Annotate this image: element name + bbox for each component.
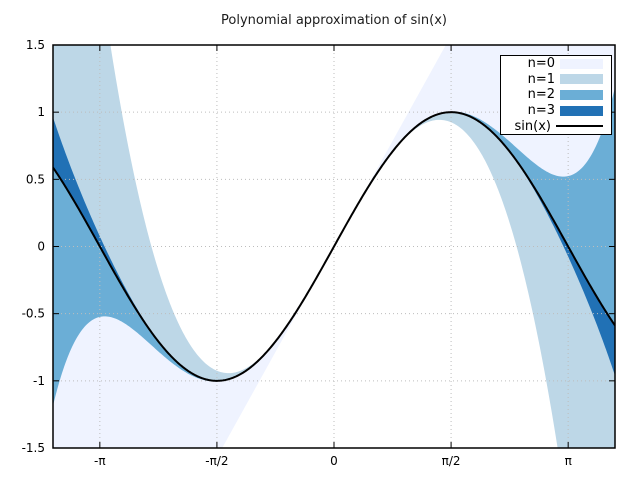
legend-label: n=3: [527, 103, 555, 119]
x-tick-label: -π/2: [205, 454, 228, 468]
legend-entry-n-0: n=0: [501, 56, 603, 72]
legend-swatch: [560, 89, 603, 100]
sin-curve: [53, 111, 615, 382]
legend-entry-n-1: n=1: [501, 72, 603, 88]
axis-ticks: [53, 44, 615, 449]
fill-region-n-1: [53, 45, 615, 448]
x-tick-label: π: [565, 454, 572, 468]
legend-label: sin(x): [514, 118, 551, 134]
chart-title: Polynomial approximation of sin(x): [221, 13, 447, 28]
legend-label: n=2: [527, 87, 555, 103]
legend-entry-n-3: n=3: [501, 103, 603, 119]
legend-entry-sin-x-: sin(x): [501, 118, 603, 134]
y-tick-label: 0.5: [26, 172, 45, 186]
x-tick-label: 0: [330, 454, 338, 468]
legend-swatch: [560, 105, 603, 116]
legend-swatch: [560, 74, 603, 85]
y-tick-label: -1: [33, 374, 45, 388]
y-tick-label: -1.5: [22, 441, 45, 455]
legend-line-sample: [556, 125, 603, 128]
y-tick-label: -0.5: [22, 307, 45, 321]
legend-label: n=1: [527, 71, 555, 87]
y-tick-label: 0: [37, 240, 45, 254]
y-tick-label: 1.5: [26, 38, 45, 52]
legend-entry-n-2: n=2: [501, 87, 603, 103]
legend: n=0 n=1 n=2 n=3 sin(x): [500, 55, 612, 135]
x-tick-label: -π: [94, 454, 106, 468]
x-tick-label: π/2: [442, 454, 461, 468]
plot-border: [52, 44, 616, 449]
legend-swatch: [560, 58, 603, 69]
legend-label: n=0: [527, 56, 555, 72]
tick-labels: -π -π/2 0 π/2 π 1.5 1 0.5 0 -0.5 -1 -1.5: [22, 38, 572, 468]
y-tick-label: 1: [37, 105, 45, 119]
